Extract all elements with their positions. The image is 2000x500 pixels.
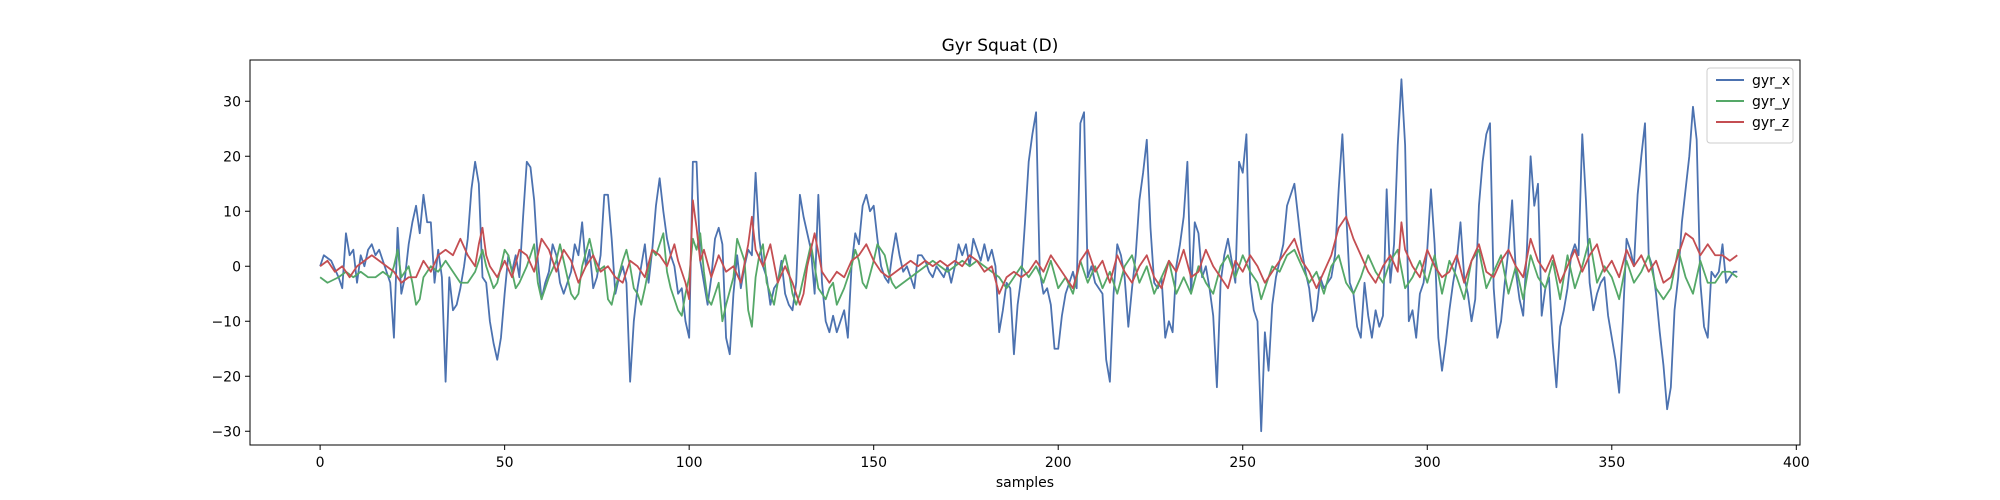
- x-tick-label: 100: [676, 455, 703, 471]
- y-tick-label: −20: [211, 369, 241, 385]
- y-tick-label: −10: [211, 314, 241, 330]
- y-tick-label: 0: [232, 259, 241, 275]
- legend-label-gyr_z: gyr_z: [1752, 115, 1789, 131]
- x-tick-label: 150: [860, 455, 887, 471]
- x-tick-label: 200: [1045, 455, 1072, 471]
- y-tick-label: −30: [211, 424, 241, 440]
- x-axis-label: samples: [996, 475, 1054, 491]
- plot-area: [319, 78, 1738, 433]
- legend-label-gyr_y: gyr_y: [1752, 94, 1790, 110]
- y-tick-label: 30: [223, 94, 241, 110]
- series-line-gyr_z: [319, 199, 1738, 306]
- series-line-gyr_x: [319, 78, 1738, 433]
- y-tick-label: 10: [223, 204, 241, 220]
- plot-frame: [249, 59, 1801, 446]
- x-tick-label: 250: [1229, 455, 1256, 471]
- x-tick-label: 0: [316, 455, 325, 471]
- legend-label-gyr_x: gyr_x: [1752, 73, 1790, 89]
- y-tick-label: 20: [223, 149, 241, 165]
- y-axis: −30 −20 −10 0 10 20 30: [211, 94, 250, 440]
- x-tick-label: 50: [496, 455, 514, 471]
- x-tick-label: 350: [1598, 455, 1625, 471]
- legend-box: [1706, 67, 1794, 144]
- x-axis: 0 50 100 150 200 250 300 350 400: [316, 445, 1810, 471]
- legend: gyr_x gyr_y gyr_z: [1706, 67, 1794, 144]
- series-line-gyr_y: [319, 232, 1738, 328]
- x-tick-label: 400: [1783, 455, 1810, 471]
- x-tick-label: 300: [1414, 455, 1441, 471]
- chart-title: Gyr Squat (D): [942, 36, 1059, 56]
